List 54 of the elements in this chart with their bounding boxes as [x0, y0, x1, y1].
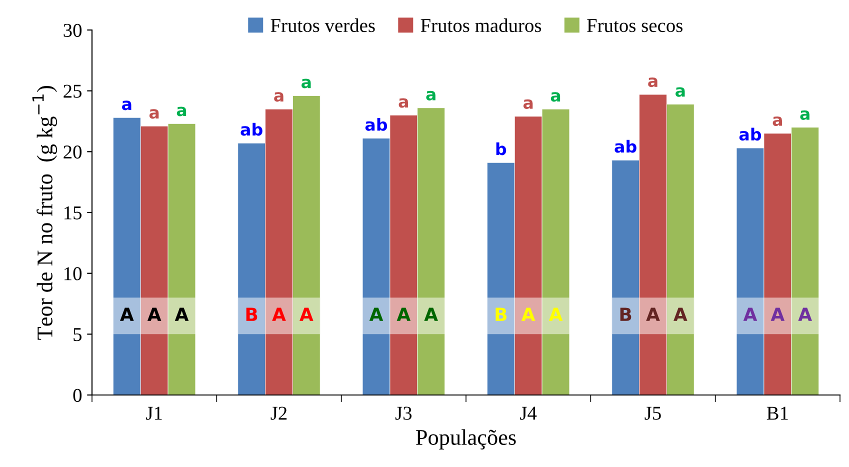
- legend-label: Frutos secos: [587, 19, 682, 32]
- data-label: a: [676, 87, 685, 97]
- annotation: A: [424, 308, 438, 321]
- annotation: A: [120, 308, 134, 321]
- data-label: ab: [739, 128, 762, 141]
- annotation: B: [246, 308, 258, 321]
- annotation: A: [798, 308, 812, 321]
- y-tick-label: 5: [74, 328, 82, 342]
- legend-label: Frutos verdes: [270, 18, 375, 32]
- annotation: A: [174, 308, 189, 321]
- annotation: B: [496, 308, 507, 321]
- y-tick-label: 10: [64, 267, 82, 280]
- annotation: A: [674, 308, 688, 321]
- annotation: A: [548, 308, 563, 321]
- y-tick-label: 25: [64, 84, 82, 98]
- x-tick-label: J2: [270, 406, 287, 420]
- data-label: a: [176, 106, 186, 116]
- y-tick-label: 15: [64, 206, 82, 220]
- y-tick-label: 20: [64, 145, 82, 159]
- annotation: A: [300, 308, 314, 321]
- annotation: A: [770, 308, 785, 321]
- annotation: B: [620, 308, 632, 321]
- x-tick-label: J1: [146, 406, 162, 420]
- annotation: A: [147, 308, 162, 321]
- x-axis-title: Populações: [416, 429, 516, 450]
- annotation: A: [369, 308, 384, 321]
- legend-label: Frutos maduros: [420, 18, 542, 32]
- data-label: a: [122, 100, 132, 110]
- x-tick-label: J3: [395, 406, 412, 420]
- y-tick-label: 30: [64, 24, 82, 37]
- data-label: b: [496, 142, 506, 156]
- data-label: a: [274, 92, 284, 102]
- x-tick-label: B1: [766, 406, 788, 420]
- annotation: A: [396, 308, 411, 321]
- data-label: ab: [240, 122, 262, 136]
- x-tick-label: J5: [644, 406, 661, 420]
- annotation: A: [743, 308, 758, 321]
- data-label: a: [398, 98, 408, 108]
- data-label: a: [523, 99, 533, 109]
- data-label: a: [550, 92, 560, 102]
- data-label: ab: [365, 118, 388, 131]
- annotation: A: [646, 308, 660, 321]
- annotation: A: [272, 308, 286, 321]
- data-label: a: [149, 109, 159, 119]
- annotation: A: [521, 308, 536, 321]
- y-axis-title: Teor de N no fruto (g kg$^{−1}$): [32, 86, 58, 340]
- data-label: a: [800, 110, 810, 120]
- data-label: a: [772, 116, 782, 126]
- data-label: a: [426, 90, 436, 100]
- data-label: a: [302, 78, 311, 88]
- y-tick-label: 0: [73, 388, 82, 402]
- x-tick-label: J4: [520, 406, 537, 420]
- data-label: a: [648, 78, 658, 88]
- data-label: ab: [614, 140, 636, 153]
